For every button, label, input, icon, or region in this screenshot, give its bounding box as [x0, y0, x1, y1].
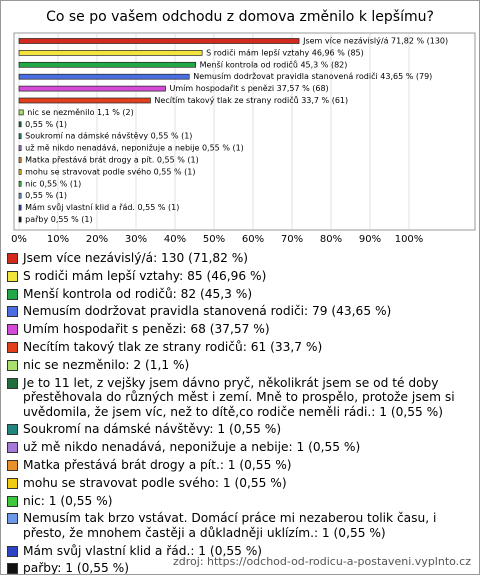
legend-item: Necítím takový tlak ze strany rodičů: 61…	[7, 340, 471, 355]
bar	[18, 121, 22, 128]
x-tick-label: 100%	[395, 234, 424, 245]
legend-swatch	[7, 324, 18, 336]
bar	[18, 38, 300, 44]
legend-swatch	[7, 253, 18, 264]
bar	[18, 145, 22, 151]
legend-item: Menší kontrola od rodičů: 82 (45,3 %)	[7, 287, 471, 302]
bar	[18, 85, 166, 92]
legend-swatch	[7, 341, 18, 353]
legend-item: Matka přestává brát drogy a pít.: 1 (0,5…	[7, 458, 471, 473]
value-label: Nemusím dodržovat pravidla stanovená rod…	[193, 71, 432, 81]
bar	[18, 73, 190, 80]
legend-swatch	[7, 495, 18, 507]
legend-swatch	[7, 563, 18, 574]
legend-item: Je to 11 let, z vejšky jsem dávno pryč, …	[7, 376, 471, 420]
x-tick-label: 50%	[203, 234, 225, 245]
legend-swatch	[7, 288, 18, 300]
bar	[18, 169, 22, 175]
value-label: mohu se stravovat podle svého 0,55 % (1)	[25, 166, 195, 176]
value-label: už mě nikdo nenadává, neponižuje a nebij…	[25, 144, 244, 153]
legend-swatch	[7, 545, 18, 557]
legend: Jsem více nezávislý/á: 130 (71,82 %) S ro…	[7, 251, 471, 575]
legend-label: Soukromí na dámské návštěvy: 1 (0,55 %)	[23, 422, 282, 437]
legend-swatch	[7, 306, 18, 318]
legend-item: mohu se stravovat podle svého: 1 (0,55 %…	[7, 476, 471, 491]
chart: 0% 10% 20% 30% 40% 50% 60% 70% 80% 90% 100% Jsem ví…	[11, 32, 476, 245]
bar	[18, 50, 203, 56]
bar	[18, 109, 24, 116]
bar	[18, 192, 22, 199]
legend-label: Matka přestává brát drogy a pít.: 1 (0,5…	[23, 457, 292, 472]
value-label: 0,55 % (1)	[25, 191, 67, 200]
legend-swatch	[7, 359, 18, 371]
legend-item: nic: 1 (0,55 %)	[7, 494, 471, 509]
legend-item: Jsem více nezávislý/á: 130 (71,82 %)	[7, 251, 471, 266]
x-tick-label: 70%	[281, 234, 303, 245]
bar	[18, 61, 197, 68]
legend-label: Nemusím dodržovat pravidla stanovená rod…	[23, 304, 392, 319]
bar	[18, 180, 22, 187]
legend-label: S rodiči mám lepší vztahy: 85 (46,96 %)	[23, 268, 267, 283]
bar	[18, 157, 22, 163]
legend-label: Jsem více nezávislý/á: 130 (71,82 %)	[23, 251, 249, 265]
x-tick-label: 80%	[320, 234, 342, 245]
x-tick-label: 60%	[242, 234, 264, 245]
legend-label: Umím hospodařit s penězi: 68 (37,57 %)	[23, 322, 270, 337]
legend-label: Nemusím tak brzo vstávat. Domácí práce m…	[23, 511, 437, 540]
x-tick-label: 40%	[164, 234, 186, 245]
value-label: Menší kontrola od rodičů 45,3 % (82)	[200, 59, 348, 69]
legend-swatch	[7, 442, 18, 454]
value-label: Jsem více nezávislý/á 71,82 % (130)	[302, 37, 448, 46]
value-label: nic 0,55 % (1)	[25, 179, 81, 188]
source: zdroj: https://odchod-od-rodicu-a-postav…	[173, 555, 471, 568]
value-label: pařby 0,55 % (1)	[25, 215, 92, 224]
x-tick-label: 30%	[125, 234, 147, 245]
legend-label: nic se nezměnilo: 2 (1,1 %)	[23, 357, 190, 372]
x-tick-label: 0%	[11, 234, 27, 245]
legend-label: mohu se stravovat podle svého: 1 (0,55 %…	[23, 475, 287, 490]
legend-item: S rodiči mám lepší vztahy: 85 (46,96 %)	[7, 269, 471, 284]
value-label: Necítím takový tlak ze strany rodičů 33,…	[154, 95, 348, 105]
value-label: Matka přestává brát drogy a pít. 0,55 % …	[25, 156, 199, 165]
legend-item: Nemusím tak brzo vstávat. Domácí práce m…	[7, 511, 471, 540]
legend-label: Je to 11 let, z vejšky jsem dávno pryč, …	[23, 375, 455, 419]
value-label: nic se nezměnilo 1,1 % (2)	[27, 108, 133, 117]
bar	[18, 133, 22, 140]
value-label: 0,55 % (1)	[25, 120, 67, 129]
legend-item: Umím hospodařit s penězi: 68 (37,57 %)	[7, 322, 471, 337]
legend-item: Nemusím dodržovat pravidla stanovená rod…	[7, 304, 471, 319]
bar	[18, 97, 151, 104]
legend-swatch	[7, 459, 18, 471]
legend-item: Mám svůj vlastní klid a řád.: 1 (0,55 %)	[7, 544, 471, 559]
x-tick-label: 10%	[47, 234, 69, 245]
chart-title: Co se po vašem odchodu z domova změnilo …	[46, 9, 434, 25]
legend-label: Menší kontrola od rodičů: 82 (45,3 %)	[23, 286, 253, 301]
legend-label: Necítím takový tlak ze strany rodičů: 61…	[23, 339, 323, 354]
legend-label: Mám svůj vlastní klid a řád.: 1 (0,55 %)	[23, 543, 263, 558]
bar	[18, 204, 22, 211]
legend-label: nic: 1 (0,55 %)	[23, 493, 113, 508]
legend-label: pařby: 1 (0,55 %)	[23, 561, 129, 575]
legend-label: už mě nikdo nenadává, neponižuje a nebij…	[23, 440, 361, 455]
legend-swatch	[7, 477, 18, 489]
value-label: S rodiči mám lepší vztahy 46,96 % (85)	[206, 47, 364, 57]
legend-swatch	[7, 270, 18, 282]
value-label: Soukromí na dámské návštěvy 0,55 % (1)	[25, 131, 192, 141]
legend-swatch	[7, 513, 18, 525]
x-tick-label: 20%	[86, 234, 108, 245]
legend-item: nic se nezměnilo: 2 (1,1 %)	[7, 358, 471, 373]
legend-item: pařby: 1 (0,55 %)	[7, 561, 471, 575]
legend-item: už mě nikdo nenadává, neponižuje a nebij…	[7, 440, 471, 455]
legend-swatch	[7, 424, 18, 436]
legend-item: Soukromí na dámské návštěvy: 1 (0,55 %)	[7, 422, 471, 437]
value-label: Mám svůj vlastní klid a řád. 0,55 % (1)	[25, 202, 179, 212]
x-tick-label: 90%	[359, 234, 381, 245]
legend-swatch	[7, 377, 18, 389]
value-label: Umím hospodařit s penězi 37,57 % (68)	[170, 84, 329, 93]
bar	[18, 216, 22, 223]
